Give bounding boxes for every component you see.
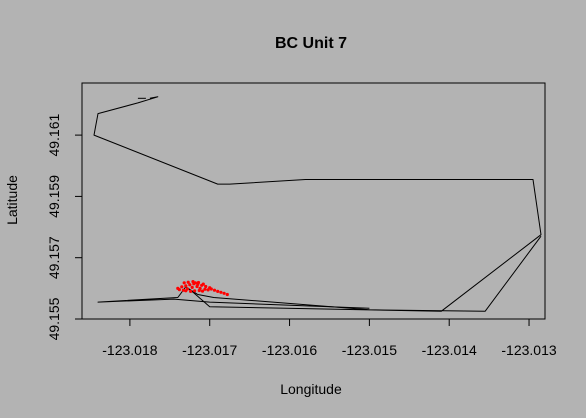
x-tick-label: -123.013 <box>501 342 556 358</box>
data-point <box>189 289 193 293</box>
data-point <box>200 289 205 293</box>
data-point <box>201 282 205 286</box>
x-axis-label: Longitude <box>280 381 342 397</box>
data-point <box>188 283 192 287</box>
y-tick-label: 49.157 <box>46 236 62 279</box>
data-point <box>193 289 197 293</box>
data-point <box>206 288 210 292</box>
x-axis: -123.018 -123.017 -123.016 -123.015 -123.014… <box>102 318 557 358</box>
data-point <box>209 287 213 291</box>
y-tick-label: 49.159 <box>46 175 62 218</box>
x-tick-label: -123.016 <box>262 342 317 358</box>
plot-frame <box>81 82 546 320</box>
data-point <box>197 288 201 293</box>
data-point <box>193 281 197 285</box>
data-point <box>212 288 217 292</box>
data-point <box>181 288 185 292</box>
data-point <box>196 280 201 285</box>
data-point <box>177 288 181 292</box>
data-point <box>195 284 199 289</box>
y-tick-label: 49.161 <box>46 113 62 156</box>
x-tick-label: -123.017 <box>182 342 237 358</box>
data-point <box>190 285 194 289</box>
data-point <box>219 290 223 294</box>
data-point <box>184 289 188 293</box>
x-tick-label: -123.015 <box>342 342 397 358</box>
x-tick-label: -123.014 <box>422 342 477 358</box>
track-line-0 <box>93 96 542 312</box>
y-tick-label: 49.155 <box>46 297 62 340</box>
y-axis: 49.155 49.157 49.159 49.161 <box>46 113 83 340</box>
data-point <box>203 287 207 291</box>
data-point <box>182 281 186 285</box>
data-point <box>216 289 220 293</box>
data-point <box>184 284 188 288</box>
y-axis-label: Latitude <box>4 175 20 225</box>
data-point <box>191 280 195 284</box>
track-line-2 <box>97 286 370 309</box>
data-point <box>204 284 208 289</box>
x-tick-label: -123.018 <box>102 342 157 358</box>
data-point <box>180 285 184 289</box>
data-point <box>186 280 190 284</box>
data-point <box>222 291 226 295</box>
data-point <box>225 292 229 297</box>
plot-content <box>93 96 542 312</box>
chart-title: BC Unit 7 <box>275 35 347 52</box>
